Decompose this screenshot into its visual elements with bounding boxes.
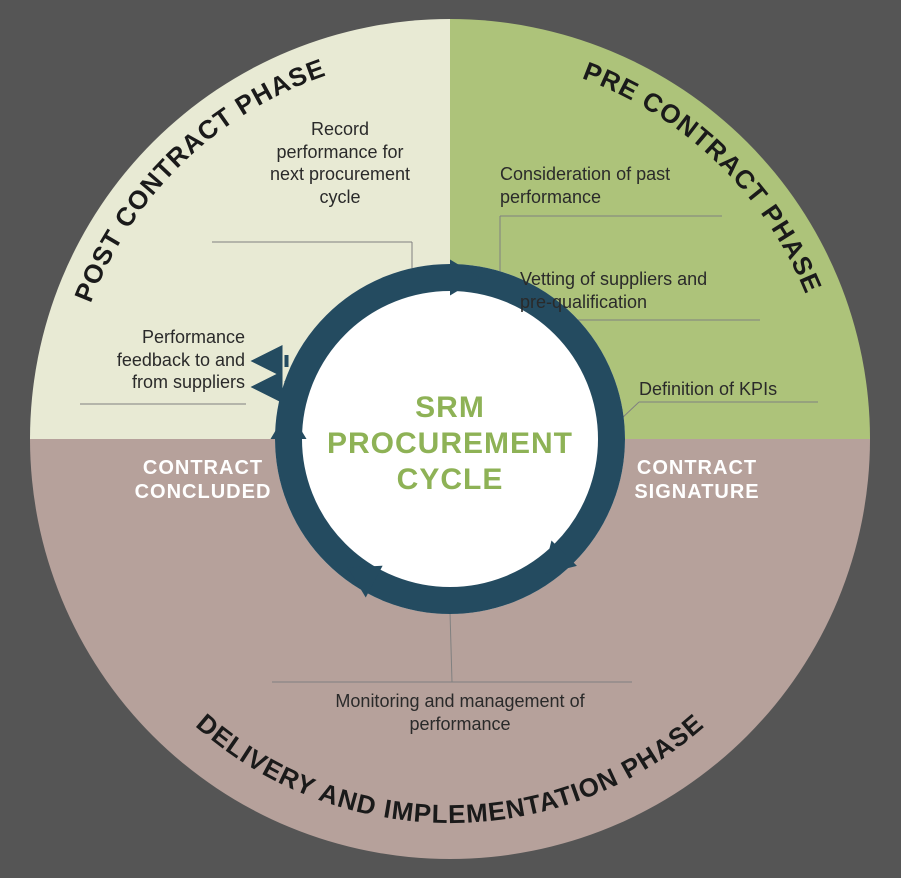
milestone-contract-concluded-line2: CONCLUDED [135, 481, 272, 503]
item-record-performance: Record performance for next procurement … [245, 118, 435, 208]
item-definition-kpis: Definition of KPIs [639, 378, 819, 401]
center-title-line2: PROCUREMENT [327, 427, 573, 460]
milestone-contract-signature-line2: SIGNATURE [634, 481, 759, 503]
item-performance-feedback: Performance feedback to and from supplie… [80, 326, 245, 394]
center-title-line1: SRM [415, 391, 485, 424]
cycle-svg: POST CONTRACT PHASE PRE CONTRACT PHASE D… [0, 0, 901, 878]
diagram-stage: { "canvas": { "width": 901, "height": 87… [0, 0, 901, 878]
item-vetting-suppliers: Vetting of suppliers and pre-qualificati… [520, 268, 760, 313]
milestone-contract-concluded-line1: CONTRACT [143, 457, 263, 479]
center-title-line3: CYCLE [397, 463, 504, 496]
item-monitoring-management: Monitoring and management of performance [300, 690, 620, 735]
item-consideration-past-performance: Consideration of past performance [500, 163, 730, 208]
milestone-contract-signature-line1: CONTRACT [637, 457, 757, 479]
